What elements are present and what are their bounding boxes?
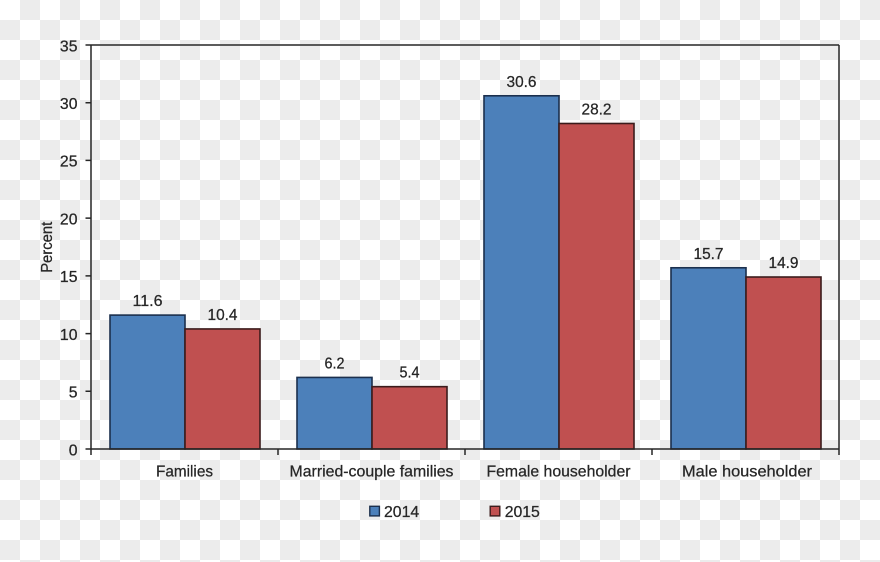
svg-text:11.6: 11.6 xyxy=(133,293,163,310)
svg-text:6.2: 6.2 xyxy=(325,355,345,372)
svg-text:20: 20 xyxy=(60,211,78,228)
svg-text:2015: 2015 xyxy=(505,504,540,521)
svg-text:28.2: 28.2 xyxy=(582,102,612,119)
svg-text:Families: Families xyxy=(156,464,213,481)
svg-text:35: 35 xyxy=(60,38,78,55)
svg-text:14.9: 14.9 xyxy=(769,255,799,272)
svg-text:30.6: 30.6 xyxy=(507,74,537,91)
svg-text:30: 30 xyxy=(60,96,78,113)
svg-text:15: 15 xyxy=(60,269,78,286)
svg-text:Male householder: Male householder xyxy=(682,464,812,481)
svg-text:10: 10 xyxy=(60,327,78,344)
svg-text:0: 0 xyxy=(69,442,78,459)
svg-text:5: 5 xyxy=(69,385,78,402)
svg-text:5.4: 5.4 xyxy=(400,365,420,382)
svg-text:10.4: 10.4 xyxy=(208,307,238,324)
svg-text:Female householder: Female householder xyxy=(487,464,631,481)
svg-text:Percent: Percent xyxy=(39,221,56,273)
svg-text:Married-couple families: Married-couple families xyxy=(290,464,454,481)
svg-text:2014: 2014 xyxy=(384,504,419,521)
svg-text:25: 25 xyxy=(60,154,78,171)
svg-text:15.7: 15.7 xyxy=(694,246,724,263)
